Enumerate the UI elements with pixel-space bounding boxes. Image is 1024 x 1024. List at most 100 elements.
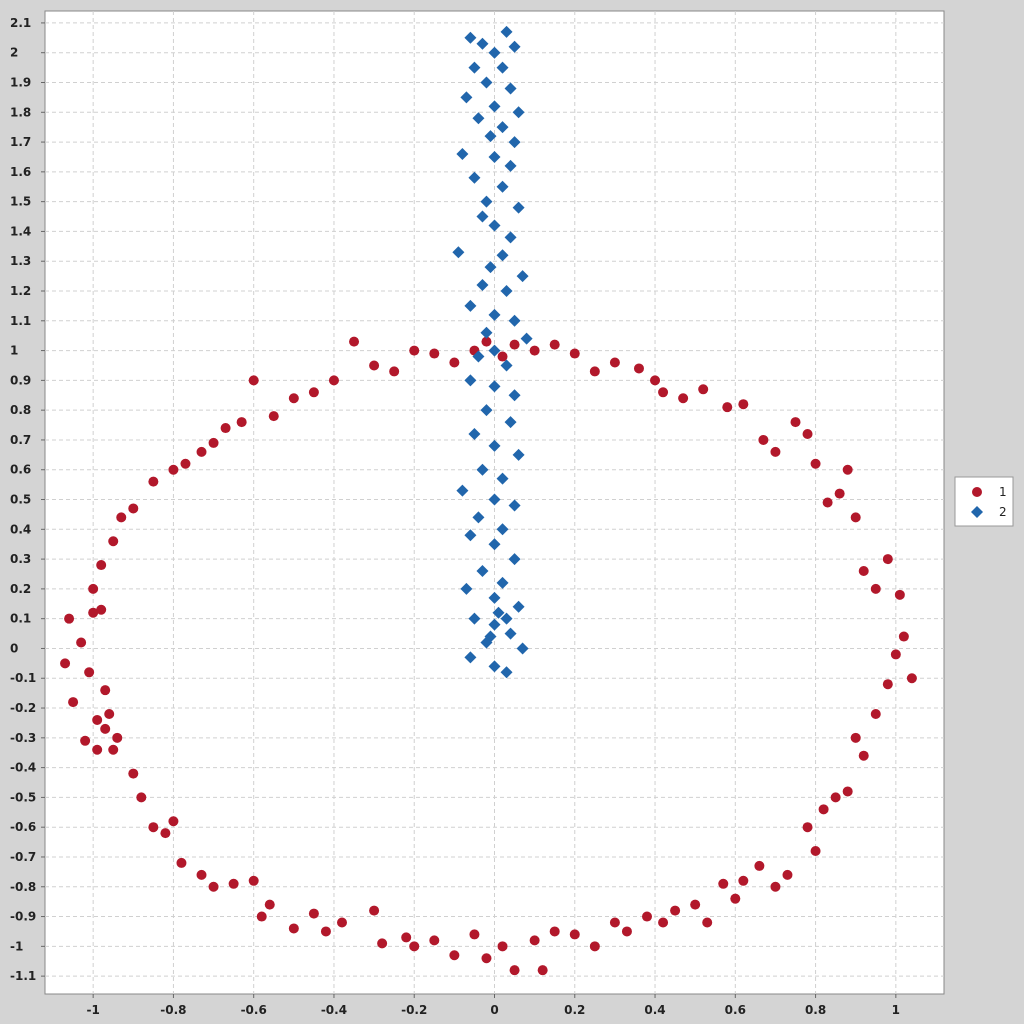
series-1-point (96, 560, 107, 571)
series-2-point (496, 576, 509, 589)
series-1-point (264, 899, 275, 910)
series-2-point (492, 606, 505, 619)
series-2-point (480, 404, 493, 417)
series-2-point (480, 326, 493, 339)
series-2-point (516, 270, 529, 283)
series-1-point (377, 938, 388, 949)
series-1-point (76, 637, 87, 648)
series-2-point (496, 249, 509, 262)
series-1-point (770, 881, 781, 892)
series-2-point (468, 612, 481, 625)
series-1-point (160, 828, 171, 839)
y-tick-label: 0.4 (10, 522, 31, 536)
series-1-point (308, 908, 319, 919)
series-1-point (96, 604, 107, 615)
series-1-point (842, 464, 853, 475)
series-2-point (476, 37, 489, 50)
series-2-point (480, 76, 493, 89)
series-1-point (208, 881, 219, 892)
y-tick-label: 0 (10, 641, 18, 655)
series-1-point (842, 786, 853, 797)
series-1-point (870, 583, 881, 594)
series-1-point (782, 869, 793, 880)
series-1-point (100, 723, 111, 734)
series-2-point (500, 359, 513, 372)
series-2-point (516, 642, 529, 655)
series-2-point (476, 463, 489, 476)
y-tick-label: 1.9 (10, 75, 31, 89)
series-2-point (488, 591, 501, 604)
series-2-point (504, 82, 517, 95)
series-2-point (480, 195, 493, 208)
series-2-point (496, 523, 509, 536)
series-1-point (481, 953, 492, 964)
legend-label-2: 2 (999, 505, 1007, 519)
series-1-point (890, 649, 901, 660)
y-tick-label: 2.1 (10, 16, 31, 30)
series-1-point (108, 536, 119, 547)
series-1-point (481, 336, 492, 347)
series-1-point (609, 917, 620, 928)
x-tick-label: 1 (892, 1003, 900, 1017)
series-2-point (512, 106, 525, 119)
y-tick-label: 1.2 (10, 284, 31, 298)
legend-items: 12 (971, 485, 1007, 519)
series-2-point (496, 472, 509, 485)
axes: -1 -0.8 -0.6 -0.4 -0.2 0 0.2 0.4 0.6 0.8 1 -1.1 -1 -0… (10, 16, 900, 1017)
series-2-point (464, 31, 477, 44)
legend-box (954, 476, 1014, 527)
series-1-point (690, 899, 701, 910)
series-2-point (496, 180, 509, 193)
series-1-point (148, 822, 159, 833)
series-2-point (464, 651, 477, 664)
series-1-point (569, 929, 580, 940)
y-tick-label: -0.5 (10, 790, 36, 804)
legend-marker-2 (971, 506, 983, 518)
series-2-point (504, 159, 517, 172)
series-1-point (92, 744, 103, 755)
series-1-point (698, 384, 709, 395)
y-tick-label: -0.4 (10, 761, 36, 775)
series-2-point (488, 618, 501, 631)
series-2-point (488, 493, 501, 506)
y-tick-label: -1.1 (10, 969, 36, 983)
series-1-point (64, 613, 75, 624)
series-1-point (802, 428, 813, 439)
x-tick-label: -0.4 (321, 1003, 347, 1017)
series-2-point (456, 147, 469, 160)
series-2-point (508, 553, 521, 566)
x-tick-label: 0.4 (644, 1003, 665, 1017)
series-2-point (500, 25, 513, 38)
series-1-point (529, 935, 540, 946)
series-2-point (508, 136, 521, 149)
series-1-point (320, 926, 331, 937)
series-1-point (288, 393, 299, 404)
y-tick-label: -0.3 (10, 731, 36, 745)
y-tick-label: 0.2 (10, 582, 31, 596)
series-1-point (429, 348, 440, 359)
series-1-point (850, 512, 861, 523)
series-1-point (858, 750, 869, 761)
series-1-point (369, 905, 380, 916)
y-tick-label: -0.1 (10, 671, 36, 685)
y-tick-label: 1.6 (10, 165, 31, 179)
series-1-point (136, 792, 147, 803)
series-1-point (818, 804, 829, 815)
series-2-point (508, 314, 521, 327)
y-tick-label: 0.3 (10, 552, 31, 566)
series-1-point (84, 667, 95, 678)
y-tick-label: 1.7 (10, 135, 31, 149)
y-tick-label: 1.3 (10, 254, 31, 268)
series-2-point (476, 565, 489, 578)
series-2-point (484, 630, 497, 643)
series-2-point (508, 499, 521, 512)
x-tick-label: 0.8 (805, 1003, 826, 1017)
series-1-point (609, 357, 620, 368)
y-tick-label: 2 (10, 46, 18, 60)
series-1-point (236, 417, 247, 428)
series-2-point (496, 61, 509, 74)
series-1-point (449, 357, 460, 368)
series-1-point (168, 464, 179, 475)
series-1-point (537, 965, 548, 976)
